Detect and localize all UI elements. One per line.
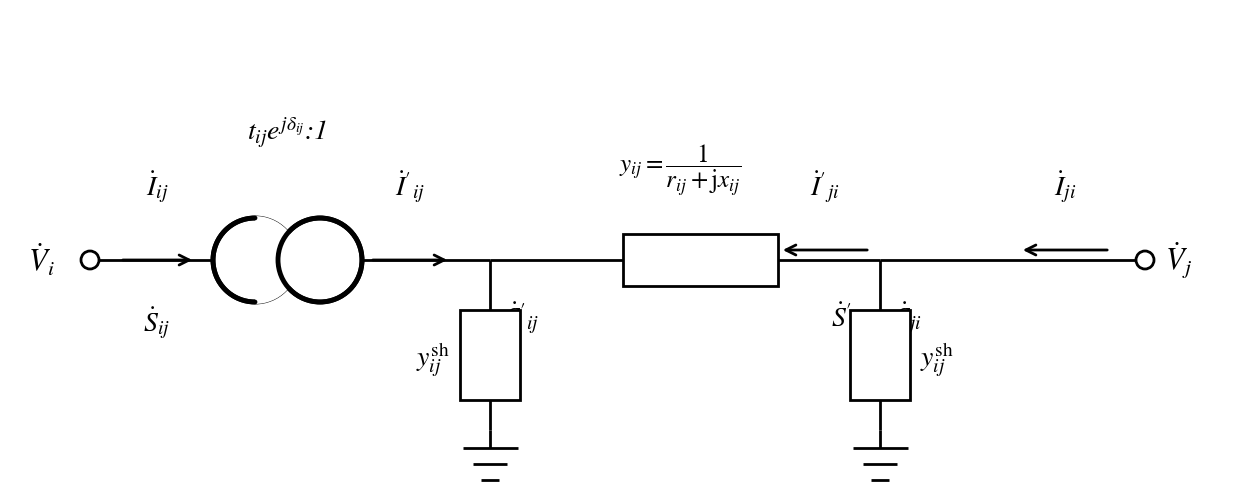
Text: $\dot{S}'_{ji}$: $\dot{S}'_{ji}$ <box>831 300 866 336</box>
Text: $y_{ij}^{\mathrm{sh}}$: $y_{ij}^{\mathrm{sh}}$ <box>417 341 450 380</box>
Text: $\dot{I}'_{ji}$: $\dot{I}'_{ji}$ <box>810 169 839 205</box>
Text: $\dot{I}_{ji}$: $\dot{I}_{ji}$ <box>1054 169 1076 205</box>
Bar <box>622 234 777 286</box>
Text: $\dot{S}_{ji}$: $\dot{S}_{ji}$ <box>895 300 921 336</box>
Circle shape <box>81 251 99 269</box>
Text: $\dot{S}_{ij}$: $\dot{S}_{ij}$ <box>144 305 171 341</box>
Text: $\dot{V}_j$: $\dot{V}_j$ <box>1166 240 1192 280</box>
Text: $y_{ij}=\dfrac{1}{r_{ij}+\mathrm{j}x_{ij}}$: $y_{ij}=\dfrac{1}{r_{ij}+\mathrm{j}x_{ij… <box>619 142 742 198</box>
Wedge shape <box>255 216 299 304</box>
Text: $y_{ij}^{\mathrm{sh}}$: $y_{ij}^{\mathrm{sh}}$ <box>920 341 954 380</box>
Text: $\dot{S}'_{ij}$: $\dot{S}'_{ij}$ <box>505 300 539 336</box>
Bar <box>849 310 910 400</box>
Text: $\dot{V}_i$: $\dot{V}_i$ <box>29 242 55 278</box>
Text: $\dot{I}_{ij}$: $\dot{I}_{ij}$ <box>145 169 169 205</box>
Text: $t_{ij}e^{j\delta_{ij}}$:1: $t_{ij}e^{j\delta_{ij}}$:1 <box>247 115 327 150</box>
Bar <box>460 310 520 400</box>
Circle shape <box>278 218 362 302</box>
Circle shape <box>213 218 298 302</box>
Circle shape <box>1136 251 1154 269</box>
Text: $\dot{I}'_{ij}$: $\dot{I}'_{ij}$ <box>396 169 425 205</box>
